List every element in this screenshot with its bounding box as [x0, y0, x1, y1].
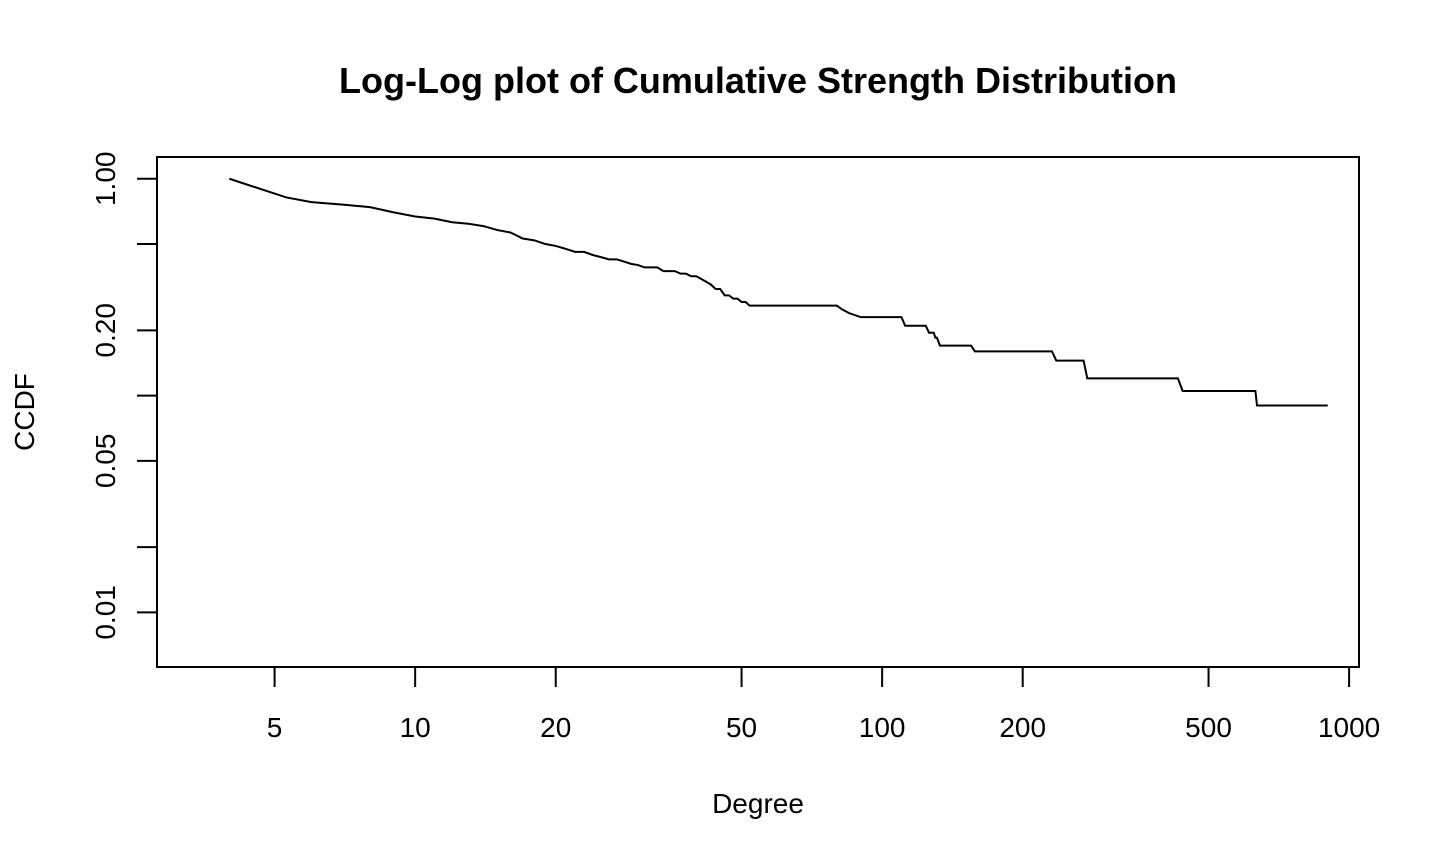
y-axis-label: CCDF — [9, 373, 40, 451]
series-line-ccdf — [229, 177, 1328, 407]
x-tick-label: 50 — [726, 712, 757, 743]
x-tick-label: 100 — [859, 712, 906, 743]
x-tick-label: 10 — [400, 712, 431, 743]
y-axis: 0.01 0.05 0.20 1.00 — [90, 152, 157, 640]
y-tick-label: 0.05 — [90, 434, 121, 489]
x-tick-label: 500 — [1185, 712, 1232, 743]
x-axis: 5 10 20 50 100 200 500 1000 — [267, 667, 1380, 743]
y-tick-label: 0.20 — [90, 303, 121, 358]
x-tick-label: 20 — [540, 712, 571, 743]
chart-title: Log-Log plot of Cumulative Strength Dist… — [339, 60, 1177, 101]
plot-frame — [156, 156, 1360, 668]
x-tick-label: 1000 — [1318, 712, 1380, 743]
x-tick-label: 200 — [999, 712, 1046, 743]
y-tick-label: 1.00 — [90, 152, 121, 207]
y-tick-label: 0.01 — [90, 585, 121, 640]
x-tick-label: 5 — [267, 712, 283, 743]
x-axis-label: Degree — [712, 788, 804, 819]
